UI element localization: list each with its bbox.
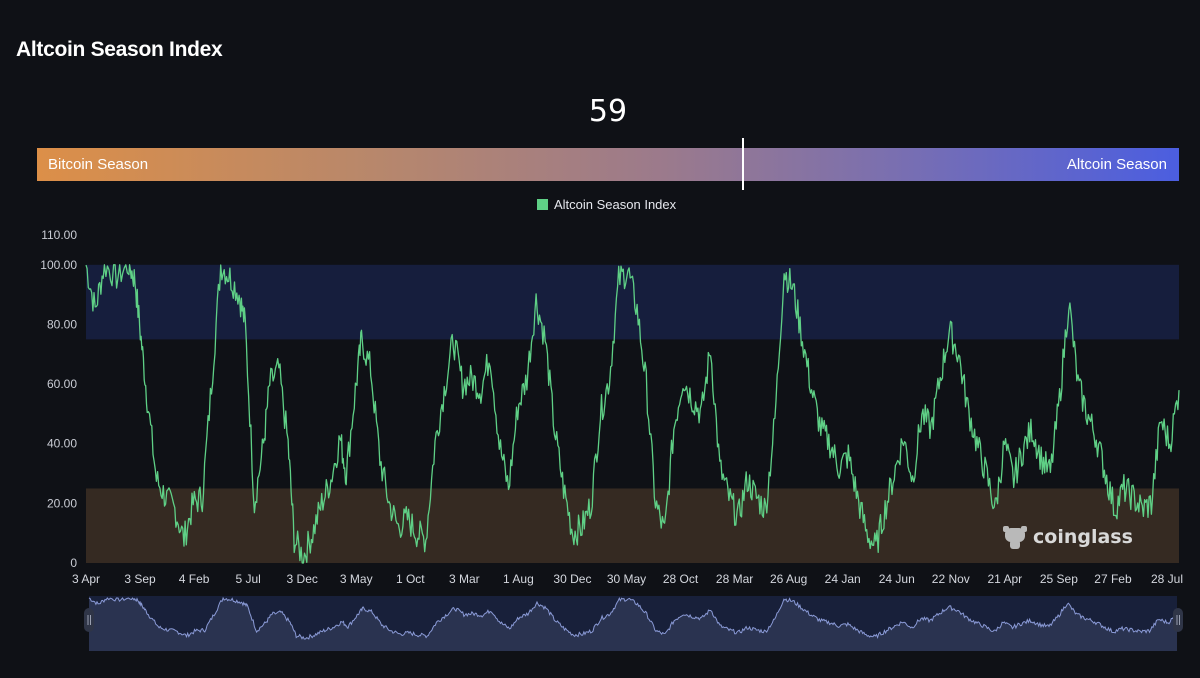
zone-band (86, 488, 1179, 563)
bitcoin-season-label: Bitcoin Season (48, 156, 149, 173)
y-tick-label: 40.00 (47, 437, 77, 451)
x-tick-label: 5 Jul (235, 572, 260, 586)
legend-color-swatch (537, 199, 548, 210)
x-tick-label: 3 Mar (449, 572, 480, 586)
coinglass-logo-icon (1003, 526, 1027, 549)
x-tick-label: 3 Sep (124, 572, 156, 586)
x-tick-label: 28 Mar (716, 572, 753, 586)
legend-label: Altcoin Season Index (554, 197, 677, 212)
y-axis: 0 20.00 40.00 60.00 80.00 100.00 110.00 (40, 228, 77, 570)
gauge-position-marker (741, 138, 744, 190)
watermark-text: coinglass (1033, 526, 1133, 548)
x-tick-label: 21 Apr (987, 572, 1022, 586)
current-index-value: 59 (588, 94, 628, 129)
season-gauge-bar: Bitcoin Season Altcoin Season (37, 148, 1179, 181)
x-tick-label: 28 Jul (1151, 572, 1183, 586)
x-tick-label: 24 Jun (879, 572, 915, 586)
x-tick-label: 3 Apr (72, 572, 100, 586)
y-tick-label: 100.00 (40, 258, 77, 272)
navigator-line (88, 596, 1178, 640)
navigator-left-handle[interactable] (84, 608, 94, 632)
x-tick-label: 1 Oct (396, 572, 425, 586)
navigator-area (89, 598, 1177, 651)
index-line-series (85, 264, 1180, 564)
x-tick-label: 26 Aug (770, 572, 807, 586)
x-tick-label: 22 Nov (932, 572, 970, 586)
x-tick-label: 30 May (607, 572, 646, 586)
coinglass-watermark: coinglass (1003, 526, 1133, 549)
x-axis: 3 Apr 3 Sep 4 Feb 5 Jul 3 Dec 3 May 1 Oct 3 Mar… (72, 572, 1183, 586)
altcoin-season-label: Altcoin Season (1066, 156, 1167, 173)
x-tick-label: 3 Dec (287, 572, 318, 586)
x-tick-label: 30 Dec (553, 572, 591, 586)
page-title: Altcoin Season Index (16, 38, 223, 61)
y-tick-label: 80.00 (47, 317, 77, 331)
y-tick-label: 0 (70, 556, 77, 570)
x-tick-label: 25 Sep (1040, 572, 1078, 586)
zone-bands (86, 264, 1179, 563)
x-tick-label: 28 Oct (663, 572, 699, 586)
navigator-right-handle[interactable] (1173, 608, 1183, 632)
navigator-panel (84, 596, 1183, 651)
y-tick-label: 60.00 (47, 377, 77, 391)
x-tick-label: 24 Jan (825, 572, 861, 586)
y-tick-label: 20.00 (47, 496, 77, 510)
x-tick-label: 27 Feb (1094, 572, 1132, 586)
x-tick-label: 4 Feb (179, 572, 210, 586)
y-tick-label: 110.00 (41, 228, 77, 242)
chart-legend-item[interactable]: Altcoin Season Index (537, 197, 676, 212)
x-tick-label: 1 Aug (503, 572, 534, 586)
x-tick-label: 3 May (340, 572, 373, 586)
